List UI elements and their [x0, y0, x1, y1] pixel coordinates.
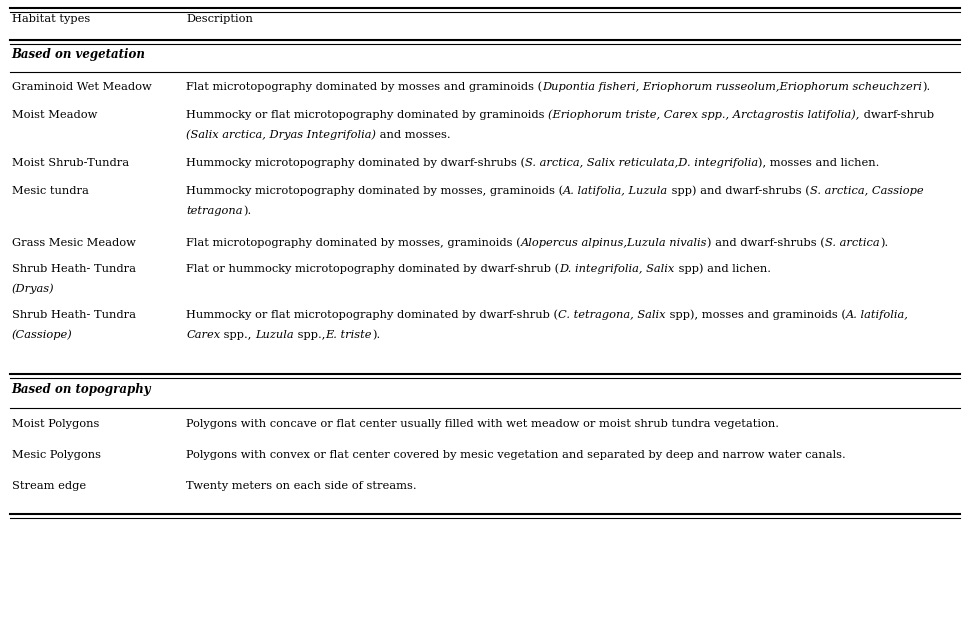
Text: dwarf-shrub: dwarf-shrub	[859, 110, 933, 120]
Text: and mosses.: and mosses.	[376, 130, 451, 140]
Text: Shrub Heath- Tundra: Shrub Heath- Tundra	[12, 310, 136, 320]
Text: ).: ).	[371, 330, 380, 340]
Text: Graminoid Wet Meadow: Graminoid Wet Meadow	[12, 82, 151, 92]
Text: Alopercus alpinus,Luzula nivalis: Alopercus alpinus,Luzula nivalis	[520, 238, 706, 248]
Text: Shrub Heath- Tundra: Shrub Heath- Tundra	[12, 264, 136, 274]
Text: (Salix arctica, Dryas Integrifolia): (Salix arctica, Dryas Integrifolia)	[186, 129, 376, 140]
Text: E. triste: E. triste	[325, 330, 371, 340]
Text: spp), mosses and graminoids (: spp), mosses and graminoids (	[665, 310, 845, 320]
Text: ).: ).	[879, 237, 887, 248]
Text: tetragona: tetragona	[186, 206, 242, 216]
Text: Hummocky microtopography dominated by mosses, graminoids (: Hummocky microtopography dominated by mo…	[186, 185, 563, 196]
Text: Polygons with convex or flat center covered by mesic vegetation and separated by: Polygons with convex or flat center cove…	[186, 450, 845, 460]
Text: Grass Mesic Meadow: Grass Mesic Meadow	[12, 238, 136, 248]
Text: spp) and dwarf-shrubs (: spp) and dwarf-shrubs (	[668, 185, 809, 196]
Text: Luzula: Luzula	[255, 330, 294, 340]
Text: (Dryas): (Dryas)	[12, 284, 54, 294]
Text: (Cassiope): (Cassiope)	[12, 329, 73, 340]
Text: Hummocky or flat microtopography dominated by dwarf-shrub (: Hummocky or flat microtopography dominat…	[186, 310, 558, 320]
Text: Hummocky microtopography dominated by dwarf-shrubs (: Hummocky microtopography dominated by dw…	[186, 158, 524, 168]
Text: Based on vegetation: Based on vegetation	[12, 48, 145, 61]
Text: spp.,: spp.,	[220, 330, 255, 340]
Text: spp.,: spp.,	[294, 330, 325, 340]
Text: ).: ).	[922, 82, 929, 92]
Text: Hummocky or flat microtopography dominated by graminoids: Hummocky or flat microtopography dominat…	[186, 110, 547, 120]
Text: Flat or hummocky microtopography dominated by dwarf-shrub (: Flat or hummocky microtopography dominat…	[186, 263, 559, 274]
Text: ), mosses and lichen.: ), mosses and lichen.	[758, 158, 879, 168]
Text: (Eriophorum triste, Carex spp., Arctagrostis latifolia),: (Eriophorum triste, Carex spp., Arctagro…	[547, 110, 859, 120]
Text: Carex: Carex	[186, 330, 220, 340]
Text: Flat microtopography dominated by mosses, graminoids (: Flat microtopography dominated by mosses…	[186, 237, 520, 248]
Text: ).: ).	[242, 206, 251, 216]
Text: Mesic tundra: Mesic tundra	[12, 186, 88, 196]
Text: Description: Description	[186, 14, 253, 24]
Text: D. integrifolia, Salix: D. integrifolia, Salix	[559, 264, 673, 274]
Text: Based on topography: Based on topography	[12, 383, 151, 396]
Text: ) and dwarf-shrubs (: ) and dwarf-shrubs (	[706, 237, 825, 248]
Text: Twenty meters on each side of streams.: Twenty meters on each side of streams.	[186, 481, 417, 491]
Text: Flat microtopography dominated by mosses and graminoids (: Flat microtopography dominated by mosses…	[186, 82, 542, 92]
Text: spp) and lichen.: spp) and lichen.	[673, 263, 769, 274]
Text: C. tetragona, Salix: C. tetragona, Salix	[558, 310, 665, 320]
Text: Moist Shrub-Tundra: Moist Shrub-Tundra	[12, 158, 129, 168]
Text: A. latifolia,: A. latifolia,	[845, 310, 908, 320]
Text: S. arctica, Salix reticulata,D. integrifolia: S. arctica, Salix reticulata,D. integrif…	[524, 158, 758, 168]
Text: S. arctica: S. arctica	[825, 238, 879, 248]
Text: Habitat types: Habitat types	[12, 14, 90, 24]
Text: Dupontia fisheri, Eriophorum russeolum,Eriophorum scheuchzeri: Dupontia fisheri, Eriophorum russeolum,E…	[542, 82, 922, 92]
Text: Stream edge: Stream edge	[12, 481, 85, 491]
Text: Polygons with concave or flat center usually filled with wet meadow or moist shr: Polygons with concave or flat center usu…	[186, 419, 778, 429]
Text: Mesic Polygons: Mesic Polygons	[12, 450, 101, 460]
Text: Moist Polygons: Moist Polygons	[12, 419, 99, 429]
Text: Moist Meadow: Moist Meadow	[12, 110, 97, 120]
Text: S. arctica, Cassiope: S. arctica, Cassiope	[809, 186, 922, 196]
Text: A. latifolia, Luzula: A. latifolia, Luzula	[563, 186, 668, 196]
